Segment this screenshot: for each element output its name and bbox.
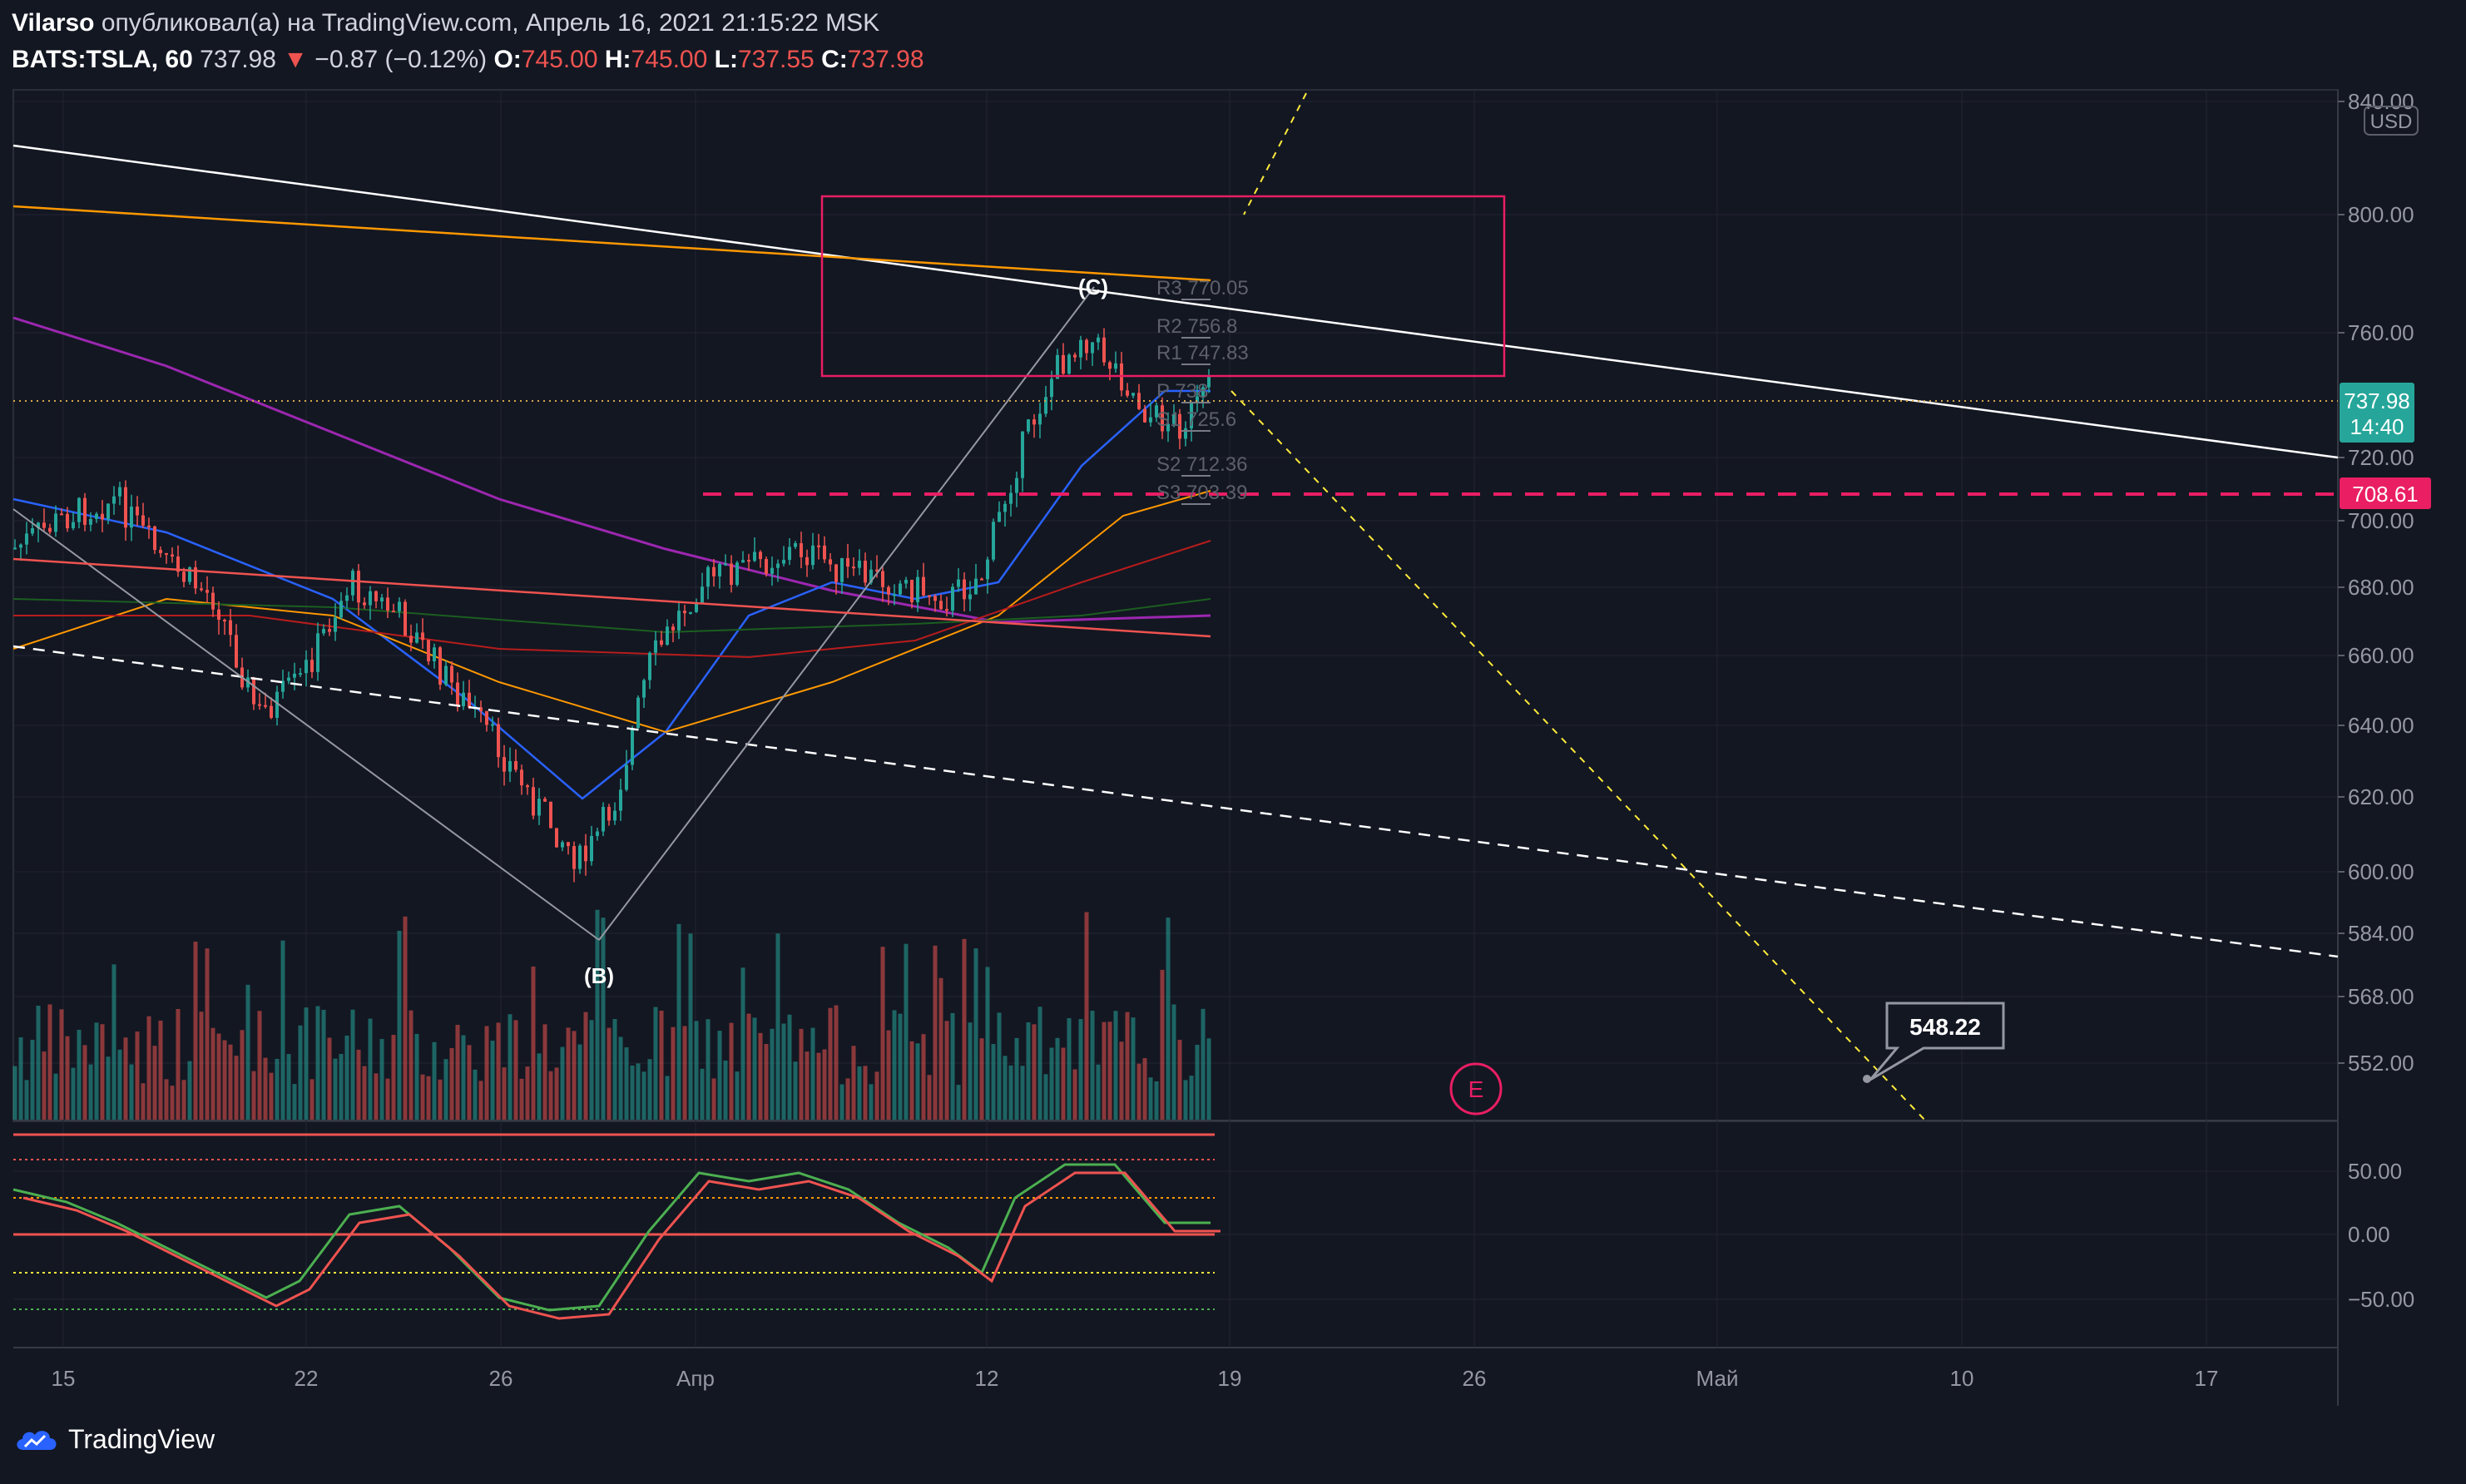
time-tick-label: 15 — [52, 1366, 76, 1391]
pivot-levels: R3 770.05 R2 756.8 R1 747.83 P 738 S1 725.6 S… — [1156, 277, 1249, 505]
moving-averages — [12, 316, 1211, 800]
wave-c-label: (C) — [1078, 275, 1108, 299]
open-label: O: — [493, 46, 522, 73]
pivot-label: S3 703.39 — [1156, 482, 1247, 504]
time-tick-label: 22 — [295, 1366, 319, 1391]
tradingview-cloud-icon — [17, 1430, 57, 1450]
pivot-label: P 738 — [1156, 380, 1208, 403]
price-tick-label: 660.00 — [2348, 643, 2414, 668]
publish-info: Vilarso опубликовал(а) на TradingView.co… — [12, 8, 879, 38]
pivot-label: R1 747.83 — [1156, 342, 1249, 364]
price-tick-label: 700.00 — [2348, 508, 2414, 533]
down-arrow-icon: ▼ — [283, 46, 308, 73]
currency-badge[interactable]: USD — [2364, 106, 2419, 136]
low-value: 737.55 — [737, 46, 815, 73]
oscillator-axis[interactable]: 50.00 0.00 −50.00 — [2348, 1159, 2414, 1312]
chart-header: Vilarso опубликовал(а) на TradingView.co… — [0, 0, 2466, 83]
symbol-name[interactable]: BATS:TSLA, 60 — [12, 46, 193, 73]
yellow-dashed-up[interactable] — [1243, 92, 1307, 215]
time-tick-label: 26 — [1463, 1366, 1487, 1391]
white-trendline[interactable] — [12, 144, 2339, 459]
price-change: −0.87 (−0.12%) — [314, 46, 488, 73]
current-price-text: 737.98 — [2344, 388, 2410, 413]
wave-line-ab[interactable] — [12, 508, 600, 941]
wave-e-circle[interactable] — [1449, 1062, 1503, 1115]
author-name[interactable]: Vilarso — [12, 9, 95, 37]
svg-text:USD: USD — [2370, 111, 2413, 133]
white-dashed-trendline[interactable] — [12, 645, 2339, 958]
target-label: 548.22 — [1909, 1014, 1981, 1040]
pivot-label: R2 756.8 — [1156, 315, 1237, 338]
level-price-text: 708.61 — [2352, 482, 2419, 507]
price-tick-label: 552.00 — [2348, 1051, 2414, 1076]
target-callout[interactable]: 548.22 — [1863, 1002, 2005, 1083]
last-price: 737.98 — [200, 46, 276, 73]
chart-frame — [12, 89, 2339, 1122]
time-axis[interactable]: 15 22 26 Апр 12 19 26 Май 10 17 — [52, 1366, 2219, 1391]
time-tick-label: Май — [1696, 1366, 1739, 1391]
countdown-text: 14:40 — [2350, 414, 2404, 439]
price-tick-label: 584.00 — [2348, 921, 2414, 946]
current-price-badge: 737.98 14:40 — [2340, 383, 2414, 443]
time-tick-label: 12 — [975, 1366, 999, 1391]
orange-trendline[interactable] — [12, 205, 1211, 282]
time-tick-label: 26 — [489, 1366, 513, 1391]
publish-text: опубликовал(а) на TradingView.com, Апрел… — [101, 9, 880, 37]
price-tick-label: 840.00 — [2348, 89, 2414, 114]
time-tick-label: 19 — [1218, 1366, 1242, 1391]
low-label: L: — [714, 46, 738, 73]
pivot-label: S2 712.36 — [1156, 453, 1247, 476]
close-label: C: — [821, 46, 848, 73]
price-candles — [13, 328, 1211, 883]
oscillator-pane — [12, 1133, 1221, 1320]
time-tick-label: 17 — [2195, 1366, 2219, 1391]
price-tick-label: 760.00 — [2348, 320, 2414, 345]
price-tick-label: 568.00 — [2348, 984, 2414, 1009]
tradingview-logo[interactable]: TradingView — [13, 1424, 215, 1455]
yellow-dashed-down[interactable] — [1231, 390, 1927, 1122]
target-point-icon — [1863, 1075, 1871, 1083]
price-axis[interactable]: 840.00 800.00 760.00 720.00 700.00 680.00 660.… — [2338, 89, 2414, 1076]
tradingview-brand: TradingView — [68, 1424, 215, 1454]
price-tick-label: 680.00 — [2348, 575, 2414, 600]
osc-tick-label: 0.00 — [2348, 1222, 2390, 1247]
time-tick-label: 10 — [1950, 1366, 1974, 1391]
high-label: H: — [604, 46, 631, 73]
price-tick-label: 600.00 — [2348, 859, 2414, 884]
price-tick-label: 800.00 — [2348, 202, 2414, 227]
volume-bars — [12, 909, 1211, 1120]
level-price-badge: 708.61 — [2340, 477, 2431, 509]
price-tick-label: 720.00 — [2348, 445, 2414, 470]
pivot-label: S1 725.6 — [1156, 408, 1236, 431]
osc-tick-label: −50.00 — [2348, 1287, 2414, 1312]
symbol-legend: BATS:TSLA, 60 737.98 ▼ −0.87 (−0.12%) O:… — [12, 45, 924, 75]
red-trendline[interactable] — [12, 557, 1211, 638]
time-tick-label: Апр — [676, 1366, 715, 1391]
price-tick-label: 620.00 — [2348, 784, 2414, 809]
high-value: 745.00 — [631, 46, 708, 73]
wave-b-label: (B) — [584, 963, 614, 988]
resistance-zone-box[interactable] — [820, 195, 1506, 378]
open-value: 745.00 — [521, 46, 598, 73]
close-value: 737.98 — [847, 46, 924, 73]
price-tick-label: 640.00 — [2348, 713, 2414, 738]
wave-e-label: E — [1468, 1076, 1484, 1102]
osc-tick-label: 50.00 — [2348, 1159, 2402, 1184]
pivot-label: R3 770.05 — [1156, 277, 1249, 299]
chart-canvas[interactable]: R3 770.05 R2 756.8 R1 747.83 P 738 S1 725.6 S… — [0, 0, 2466, 1414]
